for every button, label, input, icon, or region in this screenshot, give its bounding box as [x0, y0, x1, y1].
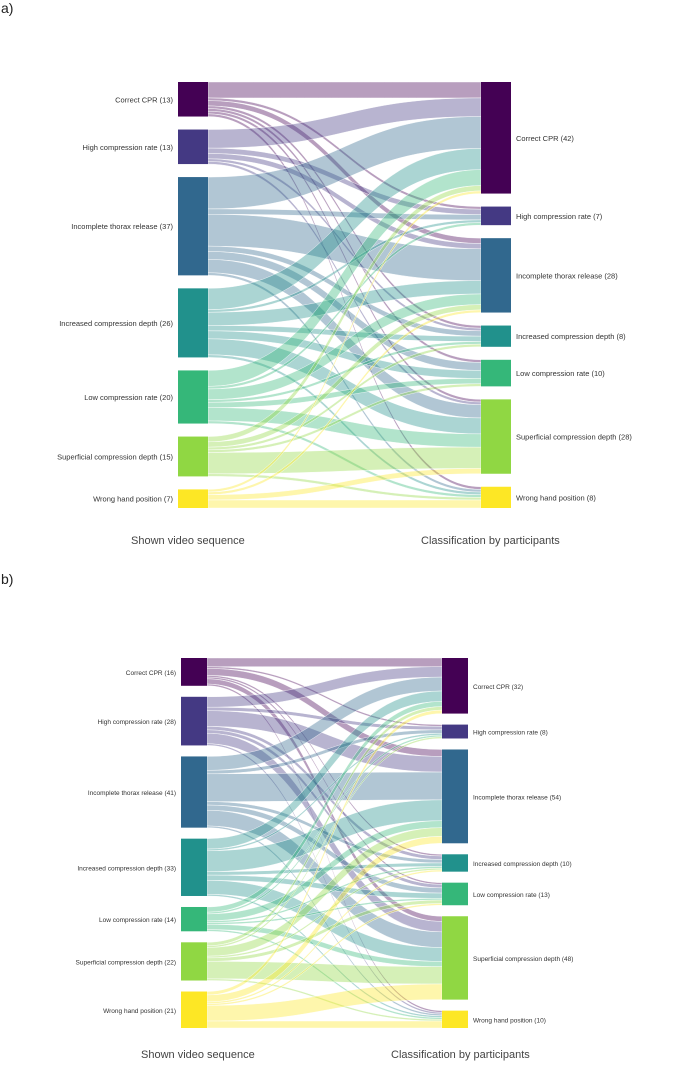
flow-links	[207, 81, 482, 509]
left-node-4	[181, 906, 207, 932]
flow-0-to-0	[206, 657, 443, 667]
chart-a-right-title: Classification by participants	[421, 535, 560, 547]
left-node-1	[178, 129, 208, 165]
flow-4-to-1	[207, 222, 482, 390]
right-node-label-5: Superficial compression depth (28)	[516, 433, 632, 442]
flow-5-to-3	[207, 343, 482, 451]
right-node-label-1: High compression rate (7)	[516, 212, 603, 221]
flow-6-to-6	[207, 499, 482, 509]
left-node-1	[181, 696, 207, 746]
flow-6-to-3	[206, 869, 443, 1004]
left-node-label-6: Wrong hand position (21)	[103, 1008, 176, 1015]
right-node-label-0: Correct CPR (42)	[516, 134, 574, 143]
left-node-label-6: Wrong hand position (7)	[93, 495, 173, 504]
right-node-5	[442, 916, 468, 1000]
right-node-label-3: Increased compression depth (8)	[516, 332, 626, 341]
left-node-5	[178, 436, 208, 477]
left-node-label-5: Superficial compression depth (15)	[57, 452, 173, 461]
sankey-chart-a: Correct CPR (13) High compression rate (1…	[57, 81, 632, 509]
right-node-1	[442, 724, 468, 739]
right-node-6	[442, 1010, 468, 1028]
chart-b-right-title: Classification by participants	[391, 1049, 530, 1061]
right-node-1	[481, 206, 511, 226]
right-node-label-2: Incomplete thorax release (54)	[473, 794, 561, 801]
left-node-label-3: Increased compression depth (33)	[77, 865, 176, 872]
left-node-2	[178, 177, 208, 276]
right-node-3	[442, 854, 468, 872]
right-node-3	[481, 325, 511, 347]
flow-6-to-4	[206, 903, 443, 1006]
flow-6-to-2	[207, 309, 482, 495]
right-node-4	[481, 359, 511, 387]
left-node-6	[181, 991, 207, 1028]
flow-0-to-0	[207, 81, 482, 99]
right-node-label-1: High compression rate (8)	[473, 730, 548, 737]
flow-6-to-0	[206, 709, 443, 996]
flow-2-to-2	[206, 771, 443, 802]
left-node-5	[181, 942, 207, 981]
right-node-label-4: Low compression rate (10)	[516, 369, 605, 378]
right-node-label-3: Increased compression depth (10)	[473, 861, 572, 868]
chart-b-left-title: Shown video sequence	[141, 1049, 255, 1061]
left-node-6	[178, 489, 208, 508]
left-node-label-1: High compression rate (28)	[98, 719, 176, 726]
right-node-5	[481, 399, 511, 474]
left-node-label-0: Correct CPR (16)	[126, 670, 176, 677]
right-node-label-5: Superficial compression depth (48)	[473, 956, 573, 963]
right-node-label-6: Wrong hand position (8)	[516, 493, 596, 502]
right-node-label-2: Incomplete thorax release (28)	[516, 271, 618, 280]
left-node-label-3: Increased compression depth (26)	[59, 319, 173, 328]
right-node-label-6: Wrong hand position (10)	[473, 1017, 546, 1024]
left-node-label-1: High compression rate (13)	[83, 143, 174, 152]
left-node-4	[178, 370, 208, 424]
left-node-0	[178, 82, 208, 117]
left-node-0	[181, 658, 207, 686]
left-node-label-4: Low compression rate (20)	[84, 393, 173, 402]
flow-6-to-6	[206, 1020, 443, 1029]
right-node-4	[442, 882, 468, 906]
left-node-label-0: Correct CPR (13)	[115, 95, 173, 104]
left-node-label-5: Superficial compression depth (22)	[76, 959, 176, 966]
right-node-0	[442, 658, 468, 714]
left-node-3	[178, 288, 208, 358]
panel-b-label: b)	[1, 571, 14, 587]
left-node-label-4: Low compression rate (14)	[99, 917, 176, 924]
right-node-2	[442, 749, 468, 844]
right-node-6	[481, 486, 511, 508]
panel-a-label: a)	[1, 0, 14, 16]
flow-5-to-1	[206, 736, 443, 948]
flow-6-to-5	[206, 983, 443, 1022]
left-node-3	[181, 838, 207, 896]
flow-6-to-0	[207, 190, 482, 493]
flow-links	[206, 657, 443, 1029]
right-node-label-4: Low compression rate (13)	[473, 892, 550, 899]
sankey-chart-b: Correct CPR (16) High compression rate (2…	[76, 657, 573, 1029]
right-node-0	[481, 82, 511, 194]
left-node-label-2: Incomplete thorax release (41)	[88, 790, 176, 797]
right-node-2	[481, 238, 511, 313]
left-node-2	[181, 756, 207, 828]
chart-a-left-title: Shown video sequence	[131, 535, 245, 547]
left-node-label-2: Incomplete thorax release (37)	[71, 222, 173, 231]
right-node-label-0: Correct CPR (32)	[473, 684, 523, 691]
